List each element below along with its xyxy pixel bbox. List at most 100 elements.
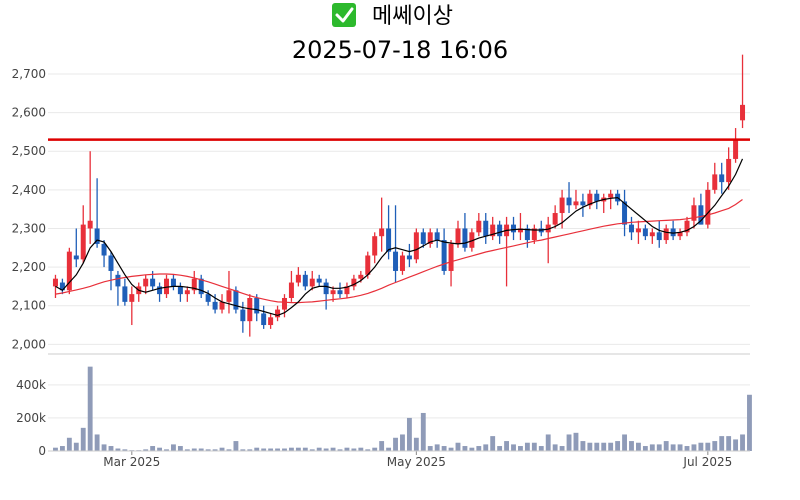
volume-bar [726, 436, 732, 451]
candle-body [108, 255, 114, 271]
candle-body [164, 278, 170, 295]
volume-bar [476, 446, 482, 451]
volume-bar [122, 449, 128, 451]
volume-bar [330, 447, 336, 451]
candle-body [157, 286, 163, 295]
candle-body [587, 193, 593, 206]
volume-bar [504, 441, 509, 451]
candle-body [226, 290, 232, 302]
candle-body [663, 228, 669, 241]
candle-body [524, 228, 530, 241]
volume-bar [316, 447, 322, 451]
volume-tick-label: 0 [38, 444, 46, 458]
price-tick-label: 2,500 [12, 144, 46, 158]
volume-bar [240, 449, 246, 451]
volume-bar [698, 442, 704, 451]
candle-body [351, 278, 357, 287]
volume-bar [212, 449, 218, 451]
candle-body [191, 278, 197, 291]
candle-body [261, 313, 267, 326]
volume-bar [226, 449, 232, 451]
candle-body [87, 220, 93, 229]
candle-body [476, 220, 482, 233]
candle-body [288, 282, 294, 298]
volume-bar [87, 366, 93, 451]
volume-bar [705, 442, 711, 451]
candle-body [670, 228, 676, 237]
volume-bar [295, 447, 301, 451]
candle-body [420, 232, 426, 244]
volume-bar [670, 444, 676, 451]
candle-body [726, 158, 732, 183]
candle-body [628, 224, 634, 233]
volume-grid [48, 384, 750, 452]
volume-bar [115, 448, 121, 451]
volume-bar [143, 449, 149, 451]
volume-bar [448, 447, 454, 451]
candle-body [275, 309, 281, 318]
volume-tick-label: 200k [16, 411, 46, 425]
candle-body [94, 228, 100, 244]
volume-bar [386, 447, 392, 451]
volume-bar [66, 437, 72, 451]
volume-bar [531, 442, 537, 451]
candle-body [691, 205, 697, 221]
volume-bar [462, 446, 468, 451]
chart-subtitle: 2025-07-18 16:06 [292, 36, 508, 64]
price-tick-label: 2,000 [12, 337, 46, 351]
volume-bar [629, 441, 634, 451]
candle-body [365, 255, 371, 275]
candle-body [490, 224, 496, 237]
volume-bar [108, 446, 114, 451]
volume-bar [497, 446, 503, 451]
volume-bar [233, 441, 239, 451]
volume-bar [740, 434, 745, 451]
volume-bar [406, 417, 412, 451]
volume-bar [649, 444, 655, 451]
volume-bar [427, 446, 433, 451]
candle-body [73, 255, 79, 260]
volume-bar [663, 441, 669, 451]
candle-body [316, 278, 322, 283]
candles [52, 54, 746, 337]
volume-bar [490, 436, 496, 451]
volume-bar [157, 447, 162, 451]
volume-bar [483, 444, 489, 451]
volume-bar [559, 446, 565, 451]
volume-bar [101, 444, 107, 451]
candle-body [254, 297, 260, 314]
candle-body [566, 197, 572, 206]
candle-body [337, 290, 343, 295]
candle-body [622, 201, 628, 225]
volume-tick-label: 400k [16, 378, 46, 392]
volume-bar [73, 442, 79, 451]
candle-body [122, 286, 128, 302]
volume-bar [573, 432, 579, 451]
chart-title-text: 메쎄이상 [372, 4, 453, 29]
volume-bar [59, 446, 65, 451]
volume-bar [289, 447, 294, 451]
volume-bar [615, 441, 621, 451]
candle-body [393, 251, 399, 271]
volume-bar [518, 446, 523, 451]
candle-body [281, 297, 287, 310]
volume-bar [164, 449, 169, 451]
candle-body [212, 301, 218, 310]
volume-bar [642, 446, 648, 451]
candle-body [642, 228, 648, 237]
candle-body [455, 228, 461, 244]
candle-body [184, 290, 190, 295]
candle-body [247, 297, 253, 322]
volume-bar [719, 436, 725, 451]
candle-body [677, 232, 683, 237]
volume-bar [656, 444, 662, 451]
candle-body [302, 274, 308, 287]
volume-bar [538, 446, 544, 451]
volume-bar [261, 448, 267, 451]
volume-bar [524, 442, 530, 451]
volume-bar [691, 444, 697, 451]
candle-body [483, 220, 489, 237]
volume-bar [254, 447, 260, 451]
volume-bar [205, 449, 211, 451]
